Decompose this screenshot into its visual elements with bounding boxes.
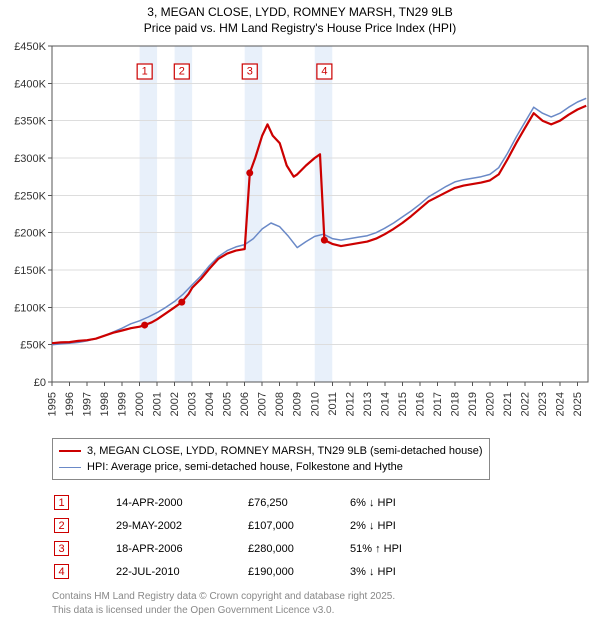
sale-date: 22-JUL-2010 — [116, 561, 246, 582]
svg-text:£0: £0 — [34, 377, 46, 389]
sale-date: 14-APR-2000 — [116, 492, 246, 513]
sale-marker-icon: 3 — [54, 541, 69, 556]
chart-title: 3, MEGAN CLOSE, LYDD, ROMNEY MARSH, TN29… — [8, 4, 592, 36]
svg-text:2003: 2003 — [187, 392, 199, 416]
svg-text:2024: 2024 — [554, 392, 566, 416]
legend: 3, MEGAN CLOSE, LYDD, ROMNEY MARSH, TN29… — [52, 438, 490, 480]
sale-marker-cell: 2 — [54, 515, 114, 536]
sale-marker-cell: 1 — [54, 492, 114, 513]
svg-text:£300K: £300K — [14, 153, 46, 165]
svg-text:1998: 1998 — [99, 392, 111, 416]
svg-text:2004: 2004 — [204, 392, 216, 416]
svg-text:£350K: £350K — [14, 116, 46, 128]
sale-pct: 6% ↓ HPI — [350, 492, 460, 513]
svg-text:2014: 2014 — [379, 392, 391, 416]
svg-text:2025: 2025 — [572, 392, 584, 416]
svg-text:2002: 2002 — [169, 392, 181, 416]
title-line1: 3, MEGAN CLOSE, LYDD, ROMNEY MARSH, TN29… — [8, 4, 592, 20]
legend-row-blue: HPI: Average price, semi-detached house,… — [59, 459, 483, 475]
sale-marker-icon: 4 — [54, 564, 69, 579]
sale-date: 18-APR-2006 — [116, 538, 246, 559]
svg-text:2018: 2018 — [449, 392, 461, 416]
svg-text:2009: 2009 — [292, 392, 304, 416]
svg-text:2012: 2012 — [344, 392, 356, 416]
svg-text:3: 3 — [247, 66, 253, 78]
svg-text:£450K: £450K — [14, 42, 46, 53]
svg-text:1996: 1996 — [64, 392, 76, 416]
footer-line2: This data is licensed under the Open Gov… — [52, 604, 592, 618]
sale-pct: 3% ↓ HPI — [350, 561, 460, 582]
sale-price: £76,250 — [248, 492, 348, 513]
svg-text:1995: 1995 — [47, 392, 59, 416]
svg-text:2011: 2011 — [327, 392, 339, 416]
svg-text:2000: 2000 — [134, 392, 146, 416]
table-row: 3 18-APR-2006£280,00051% ↑ HPI — [54, 538, 460, 559]
sale-marker-icon: 1 — [54, 495, 69, 510]
sale-marker-icon: 2 — [54, 518, 69, 533]
svg-text:£100K: £100K — [14, 303, 46, 315]
svg-text:1: 1 — [142, 66, 148, 78]
svg-text:2010: 2010 — [309, 392, 321, 416]
svg-text:2013: 2013 — [362, 392, 374, 416]
sales-table: 114-APR-2000£76,2506% ↓ HPI229-MAY-2002£… — [52, 490, 462, 584]
svg-text:£200K: £200K — [14, 228, 46, 240]
title-line2: Price paid vs. HM Land Registry's House … — [8, 20, 592, 36]
svg-text:2015: 2015 — [397, 392, 409, 416]
svg-text:2007: 2007 — [257, 392, 269, 416]
svg-text:2006: 2006 — [239, 392, 251, 416]
sale-marker-cell: 4 — [54, 561, 114, 582]
sale-marker-cell: 3 — [54, 538, 114, 559]
table-row: 4 22-JUL-2010£190,0003% ↓ HPI — [54, 561, 460, 582]
svg-text:2019: 2019 — [467, 392, 479, 416]
svg-text:£150K: £150K — [14, 265, 46, 277]
svg-text:2021: 2021 — [502, 392, 514, 416]
svg-text:2023: 2023 — [537, 392, 549, 416]
svg-text:1997: 1997 — [82, 392, 94, 416]
legend-swatch-blue-icon — [59, 467, 81, 468]
legend-label-blue: HPI: Average price, semi-detached house,… — [87, 461, 403, 473]
table-row: 2 29-MAY-2002£107,0002% ↓ HPI — [54, 515, 460, 536]
sale-pct: 51% ↑ HPI — [350, 538, 460, 559]
chart: £0 £50K £100K £150K £200K £250K £300K £350K £400… — [8, 42, 592, 432]
svg-text:2008: 2008 — [274, 392, 286, 416]
footer: Contains HM Land Registry data © Crown c… — [52, 590, 592, 617]
sale-price: £280,000 — [248, 538, 348, 559]
svg-text:2022: 2022 — [519, 392, 531, 416]
sale-price: £190,000 — [248, 561, 348, 582]
svg-text:£250K: £250K — [14, 191, 46, 203]
legend-label-red: 3, MEGAN CLOSE, LYDD, ROMNEY MARSH, TN29… — [87, 445, 483, 457]
svg-text:2: 2 — [179, 66, 185, 78]
svg-text:2016: 2016 — [414, 392, 426, 416]
legend-row-red: 3, MEGAN CLOSE, LYDD, ROMNEY MARSH, TN29… — [59, 443, 483, 459]
svg-text:£50K: £50K — [20, 340, 46, 352]
legend-swatch-red-icon — [59, 450, 81, 452]
chart-svg: £0 £50K £100K £150K £200K £250K £300K £350K £400… — [8, 42, 592, 432]
svg-text:2017: 2017 — [432, 392, 444, 416]
footer-line1: Contains HM Land Registry data © Crown c… — [52, 590, 592, 604]
sale-pct: 2% ↓ HPI — [350, 515, 460, 536]
svg-text:£400K: £400K — [14, 79, 46, 91]
svg-text:2005: 2005 — [222, 392, 234, 416]
sale-date: 29-MAY-2002 — [116, 515, 246, 536]
table-row: 1 14-APR-2000£76,2506% ↓ HPI — [54, 492, 460, 513]
svg-text:2020: 2020 — [484, 392, 496, 416]
svg-text:2001: 2001 — [152, 392, 164, 416]
svg-text:1999: 1999 — [117, 392, 129, 416]
svg-text:4: 4 — [321, 66, 327, 78]
sale-price: £107,000 — [248, 515, 348, 536]
